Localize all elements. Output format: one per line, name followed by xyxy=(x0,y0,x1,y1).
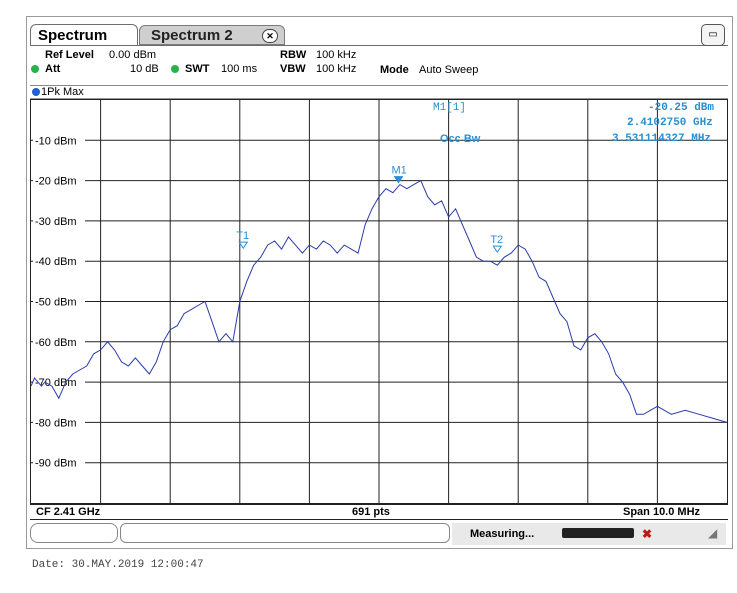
status-field-right: Measuring... ✖ ◢ xyxy=(452,523,726,545)
tab-spectrum-2[interactable]: Spectrum 2 ✕ xyxy=(139,25,285,45)
occ-bw-value: 3.531114327 MHz xyxy=(612,133,712,145)
sweep-points: 691 pts xyxy=(352,506,390,518)
mode-label: Mode xyxy=(380,64,409,76)
att-value: 10 dB xyxy=(130,63,159,75)
marker-frequency: 2.4102750 GHz xyxy=(627,117,713,129)
trace-label: 1Pk Max xyxy=(41,86,84,98)
marker-name: M1[1] xyxy=(433,102,467,114)
vbw-value: 100 kHz xyxy=(316,63,357,75)
resize-grip-icon[interactable]: ◢ xyxy=(708,526,718,540)
marker-level: -20.25 dBm xyxy=(648,102,715,114)
trace-header: 1Pk Max xyxy=(30,85,728,99)
close-icon[interactable]: ✕ xyxy=(262,29,278,43)
swt-label: SWT xyxy=(185,63,210,75)
att-indicator-icon xyxy=(31,63,39,75)
rbw-label: RBW xyxy=(280,49,307,61)
display-menu-icon[interactable]: ▭ xyxy=(701,24,725,46)
plot-footer: CF 2.41 GHz 691 pts Span 10.0 MHz xyxy=(30,504,728,520)
mode-value: Auto Sweep xyxy=(419,64,479,76)
ref-level-label: Ref Level xyxy=(45,49,94,61)
trace-indicator-icon xyxy=(32,86,40,98)
error-icon: ✖ xyxy=(642,527,653,541)
swt-indicator-icon xyxy=(171,63,179,75)
occ-bw-label: Occ Bw xyxy=(440,133,481,145)
tab-spectrum[interactable]: Spectrum xyxy=(30,24,138,46)
att-label: Att xyxy=(45,63,61,75)
swt-value: 100 ms xyxy=(221,63,258,75)
spectrum-plot-area[interactable] xyxy=(30,99,728,504)
tab-spectrum-label: Spectrum xyxy=(38,27,108,44)
vbw-label: VBW xyxy=(280,63,306,75)
tab-spectrum-2-label: Spectrum 2 xyxy=(151,27,233,44)
status-field-left xyxy=(30,523,118,543)
date-line: Date: 30.MAY.2019 12:00:47 xyxy=(32,559,204,571)
rbw-value: 100 kHz xyxy=(316,49,357,61)
progress-indicator-icon xyxy=(562,528,634,538)
measuring-status: Measuring... xyxy=(470,528,535,540)
center-frequency: CF 2.41 GHz xyxy=(36,506,101,518)
tab-divider xyxy=(30,45,728,46)
frequency-span: Span 10.0 MHz xyxy=(623,506,701,518)
status-bar: Measuring... ✖ ◢ xyxy=(30,521,728,547)
status-field-middle xyxy=(120,523,450,543)
ref-level-value: 0.00 dBm xyxy=(109,49,157,61)
